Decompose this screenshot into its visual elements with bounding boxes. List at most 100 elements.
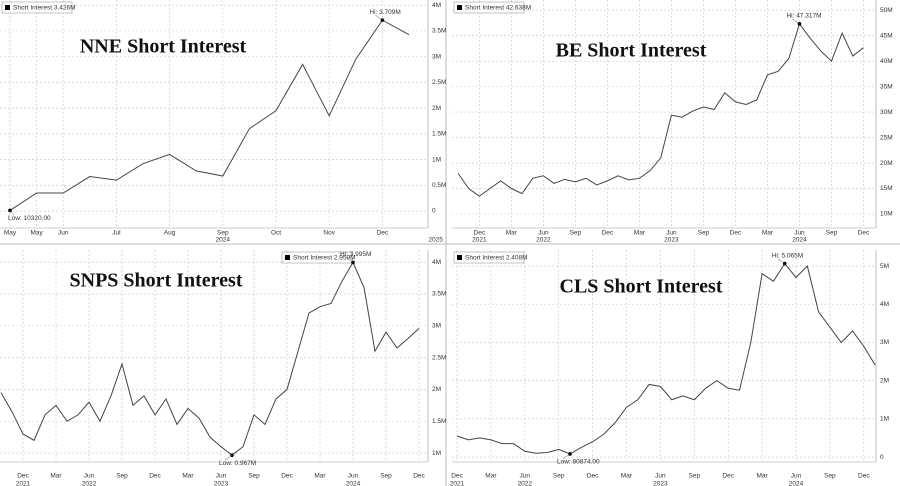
y-tick-label: 1.5M bbox=[432, 418, 446, 425]
x-tick-label: Mar bbox=[50, 473, 62, 480]
x-tick-label: Mar bbox=[756, 473, 768, 480]
x-tick-label: Dec bbox=[149, 473, 161, 480]
annotation-leader bbox=[792, 18, 800, 25]
x-year-label: 2023 bbox=[653, 481, 668, 486]
annotation-point bbox=[797, 22, 802, 26]
y-tick-label: 2.5M bbox=[432, 354, 446, 361]
x-tick-label: Jun bbox=[58, 230, 69, 237]
y-tick-label: 0.5M bbox=[432, 182, 446, 189]
x-year-label: 2022 bbox=[518, 481, 533, 486]
series-line bbox=[9, 19, 410, 211]
x-tick-label: Jun bbox=[794, 230, 805, 237]
x-year-label: 2022 bbox=[82, 481, 97, 486]
x-tick-label: Dec bbox=[451, 473, 463, 480]
x-tick-label: Mar bbox=[314, 473, 326, 480]
x-tick-label: Mar bbox=[182, 473, 194, 480]
x-tick-label: Sep bbox=[698, 230, 710, 237]
series-line bbox=[457, 22, 864, 197]
x-tick-label: Mar bbox=[506, 230, 518, 237]
y-tick-label: 15M bbox=[880, 185, 893, 192]
y-tick-label: 2M bbox=[880, 377, 889, 384]
y-tick-label: 3M bbox=[432, 53, 441, 60]
legend-swatch bbox=[457, 255, 462, 260]
y-tick-label: 0 bbox=[880, 454, 884, 461]
legend-label: Short Interest 2.959M bbox=[293, 255, 356, 262]
annotation-label: Hi: 47.317M bbox=[786, 13, 821, 20]
annotation-leader bbox=[777, 258, 785, 264]
x-year-label: 2023 bbox=[214, 481, 229, 486]
x-year-label: 2025 bbox=[428, 237, 443, 244]
annotation-label: Low: 0.967M bbox=[219, 460, 256, 467]
y-tick-label: 1.5M bbox=[432, 131, 446, 138]
y-tick-label: 4M bbox=[432, 2, 441, 9]
x-tick-label: Sep bbox=[689, 473, 701, 480]
x-tick-label: Sep bbox=[248, 473, 260, 480]
chart-title: CLS Short Interest bbox=[560, 276, 723, 298]
x-tick-label: Jul bbox=[112, 230, 121, 237]
legend-box bbox=[453, 1, 525, 14]
y-tick-label: 4M bbox=[432, 259, 441, 266]
x-tick-label: Oct bbox=[271, 230, 281, 237]
x-tick-label: Jun bbox=[348, 473, 359, 480]
x-tick-label: Sep bbox=[570, 230, 582, 237]
x-tick-label: Dec bbox=[413, 473, 425, 480]
x-year-label: 2021 bbox=[472, 237, 487, 244]
legend-label: Short Interest 2.408M bbox=[465, 255, 528, 262]
annotation-leader bbox=[9, 210, 15, 216]
x-year-label: 2024 bbox=[216, 237, 231, 244]
legend-box bbox=[453, 251, 525, 264]
y-tick-label: 50M bbox=[880, 7, 893, 14]
y-tick-label: 4M bbox=[880, 301, 889, 308]
x-tick-label: Mar bbox=[762, 230, 774, 237]
x-year-label: 2022 bbox=[536, 237, 551, 244]
y-tick-label: 40M bbox=[880, 58, 893, 65]
x-tick-label: Dec bbox=[17, 473, 29, 480]
x-tick-label: Sep bbox=[553, 473, 565, 480]
x-year-label: 2024 bbox=[346, 481, 361, 486]
annotation-label: Hi: 3.709M bbox=[369, 9, 400, 16]
x-tick-label: May bbox=[4, 230, 17, 237]
annotation-label: Low: 80874.00 bbox=[557, 459, 600, 466]
x-tick-label: Dec bbox=[602, 230, 614, 237]
x-tick-label: Sep bbox=[116, 473, 128, 480]
legend-box bbox=[281, 251, 353, 264]
x-tick-label: Sep bbox=[826, 230, 838, 237]
x-tick-label: Dec bbox=[858, 473, 870, 480]
annotation-leader bbox=[345, 257, 354, 263]
x-tick-label: Jun bbox=[791, 473, 802, 480]
y-tick-label: 1M bbox=[432, 450, 441, 457]
x-year-label: 2024 bbox=[792, 237, 807, 244]
x-tick-label: Nov bbox=[323, 230, 335, 237]
x-tick-label: Dec bbox=[587, 473, 599, 480]
y-tick-label: 1M bbox=[880, 416, 889, 423]
y-tick-label: 3M bbox=[880, 339, 889, 346]
x-tick-label: Aug bbox=[164, 230, 176, 237]
legend-label: Short Interest 3.426M bbox=[13, 5, 76, 12]
y-tick-label: 0 bbox=[432, 208, 436, 215]
x-year-label: 2021 bbox=[450, 481, 465, 486]
annotation-leader bbox=[562, 453, 571, 460]
series-line bbox=[456, 262, 876, 455]
x-year-label: 2021 bbox=[16, 481, 31, 486]
x-tick-label: Dec bbox=[377, 230, 389, 237]
annotation-point bbox=[380, 18, 385, 22]
legend-box bbox=[1, 1, 73, 14]
x-tick-label: Jun bbox=[538, 230, 549, 237]
annotation-label: Hi: 5.065M bbox=[772, 252, 803, 259]
y-tick-label: 3M bbox=[432, 322, 441, 329]
x-tick-label: Sep bbox=[380, 473, 392, 480]
legend-swatch bbox=[285, 255, 290, 260]
chart-title: BE Short Interest bbox=[556, 40, 707, 62]
legend-label: Short Interest 42.638M bbox=[465, 5, 531, 12]
annotation-label: Hi: 3.995M bbox=[340, 251, 371, 258]
y-tick-label: 10M bbox=[880, 211, 893, 218]
y-tick-label: 3.5M bbox=[432, 28, 446, 35]
x-tick-label: Jun bbox=[520, 473, 531, 480]
y-tick-label: 3.5M bbox=[432, 291, 446, 298]
x-tick-label: Sep bbox=[217, 230, 229, 237]
x-tick-label: Dec bbox=[858, 230, 870, 237]
x-tick-label: Dec bbox=[722, 473, 734, 480]
x-tick-label: Jun bbox=[216, 473, 227, 480]
